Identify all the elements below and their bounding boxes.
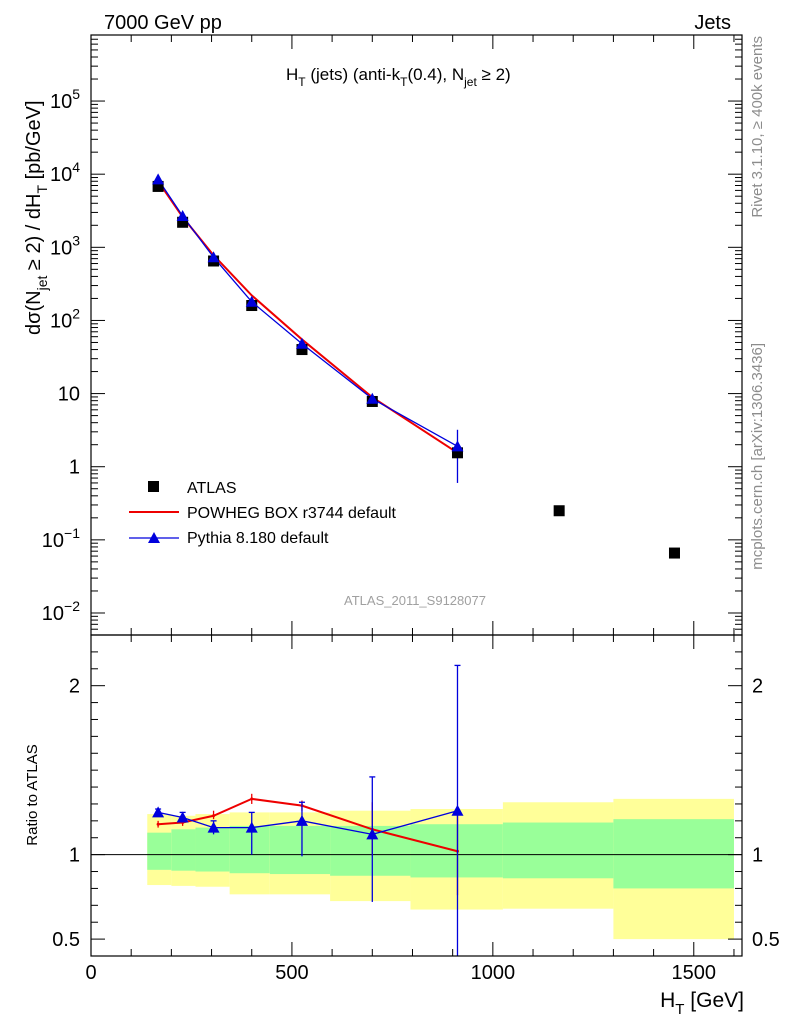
ratio-pythia-point — [366, 828, 379, 840]
atlas-data-point — [668, 547, 680, 559]
ratio-plot-frame — [90, 634, 743, 957]
y-tick-label: 10 — [58, 384, 80, 406]
ratio-pythia-point — [245, 821, 258, 833]
y-tick-label: 10−2 — [42, 598, 80, 625]
ratio-pythia-point — [152, 806, 165, 818]
pythia-curve — [157, 178, 458, 447]
pythia-data-point — [451, 440, 464, 452]
ratio-y-tick-label: 2 — [69, 676, 80, 698]
legend-pythia-marker — [148, 532, 160, 543]
ratio-y-tick-label-right: 2 — [752, 676, 763, 698]
y-tick-label: 105 — [50, 86, 80, 113]
atlas-data-point — [177, 216, 189, 228]
plot-title: HT (jets) (anti-kT(0.4), Njet ≥ 2) — [286, 65, 511, 89]
ratio-y-axis-title: Ratio to ATLAS — [24, 744, 41, 845]
pythia-data-point — [366, 392, 379, 404]
x-tick-label: 0 — [85, 962, 96, 984]
y-tick-label: 103 — [50, 232, 80, 259]
legend-atlas-marker — [148, 481, 159, 492]
powheg-curve — [157, 180, 459, 454]
ratio-y-tick-label-right: 1 — [752, 845, 763, 867]
header-jets-label: Jets — [694, 12, 731, 34]
pythia-data-point — [245, 295, 258, 307]
x-tick-label: 1000 — [471, 962, 516, 984]
ratio-y-tick-label: 0.5 — [52, 929, 80, 951]
mcplots-reference-label: mcplots.cern.ch [arXiv:1306.3436] — [749, 343, 766, 570]
legend-pythia-label: Pythia 8.180 default — [187, 530, 329, 547]
ratio-pythia-point — [176, 811, 189, 823]
legend-atlas-label: ATLAS — [187, 480, 237, 497]
ratio-y-tick-label: 1 — [69, 845, 80, 867]
ratio-powheg-point — [250, 797, 254, 801]
y-tick-label: 104 — [50, 159, 80, 186]
y-tick-label: 10−1 — [42, 525, 80, 552]
atlas-data-point — [152, 180, 164, 192]
y-axis-title: dσ(Njet ≥ 2) / dHT [pb/GeV] — [23, 100, 50, 335]
pythia-data-point — [176, 210, 189, 222]
pythia-data-point — [295, 337, 308, 349]
atlas-data-point — [296, 344, 308, 356]
ratio-band-green-8 — [613, 819, 734, 889]
ratio-band-green-3 — [229, 825, 270, 874]
atlas-data-point — [451, 447, 463, 459]
y-tick-label: 1 — [69, 457, 80, 479]
header-energy-label: 7000 GeV pp — [104, 12, 222, 34]
ratio-band-green-1 — [171, 829, 196, 871]
x-tick-label: 1500 — [672, 962, 717, 984]
atlas-data-point — [553, 505, 565, 517]
ratio-band-green-2 — [195, 827, 230, 872]
y-tick-label: 102 — [50, 305, 80, 332]
pythia-data-point — [207, 251, 220, 263]
ratio-pythia-point — [295, 814, 308, 826]
ratio-powheg-point — [156, 822, 160, 826]
ratio-pythia-point — [207, 821, 220, 833]
legend-powheg-label: POWHEG BOX r3744 default — [187, 505, 397, 522]
ratio-band-green-4 — [269, 825, 331, 875]
ratio-pythia-point — [451, 804, 464, 816]
ratio-band-green-0 — [147, 832, 172, 870]
ratio-band-green-7 — [502, 822, 614, 879]
legend: ATLAS POWHEG BOX r3744 default Pythia 8.… — [129, 480, 397, 547]
analysis-watermark: ATLAS_2011_S9128077 — [344, 593, 486, 608]
rivet-version-label: Rivet 3.1.10, ≥ 400k events — [749, 36, 766, 218]
pythia-data-point — [152, 173, 165, 185]
ratio-y-tick-label-right: 0.5 — [752, 929, 780, 951]
x-tick-label: 500 — [275, 962, 308, 984]
x-axis-title: HT [GeV] — [660, 989, 744, 1018]
ratio-powheg-point — [212, 814, 216, 818]
